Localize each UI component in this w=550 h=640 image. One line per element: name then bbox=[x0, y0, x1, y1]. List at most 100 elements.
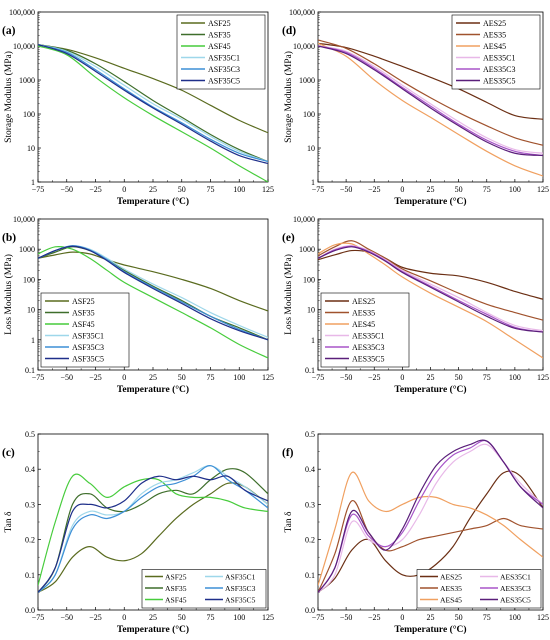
series-line bbox=[318, 246, 543, 333]
legend-label: AES35C3 bbox=[483, 65, 515, 74]
y-tick-label: 1000 bbox=[19, 76, 35, 85]
y-tick-label: 0.1 bbox=[305, 571, 315, 580]
x-axis-label: Temperature (°C) bbox=[117, 624, 189, 635]
legend-label: AES35C5 bbox=[352, 355, 384, 364]
series-line bbox=[318, 471, 543, 586]
series-line bbox=[38, 468, 268, 593]
series-line bbox=[318, 245, 543, 333]
x-tick-label: 75 bbox=[207, 373, 215, 382]
series-line bbox=[38, 44, 268, 163]
legend-label: AES35C1 bbox=[352, 332, 384, 341]
x-tick-label: 100 bbox=[509, 373, 521, 382]
legend-box bbox=[176, 14, 266, 90]
series-group bbox=[38, 245, 268, 359]
y-tick-label: 0.4 bbox=[305, 465, 315, 474]
x-axis-label: Temperature (°C) bbox=[394, 624, 466, 635]
series-line bbox=[38, 482, 268, 593]
legend-label: ASF35C5 bbox=[208, 77, 240, 86]
chart-panel: −75 −50 −25 0 25 50 75 100 125 0.0 0.1 0.2 0.3 0.4 0.5… bbox=[282, 430, 549, 635]
y-tick-label: 0.5 bbox=[305, 430, 315, 439]
x-tick-label: −25 bbox=[368, 613, 381, 622]
x-tick-label: −25 bbox=[89, 613, 102, 622]
legend-label: AES45 bbox=[483, 42, 506, 51]
series-group bbox=[318, 240, 543, 359]
legend-label: AES35 bbox=[440, 584, 462, 593]
chart-panel: −75 −50 −25 0 25 50 75 100 125 1 10 100 1000 10,000 10… bbox=[282, 8, 549, 207]
legend-label: AES25 bbox=[483, 19, 506, 28]
x-tick-label: 50 bbox=[178, 373, 186, 382]
y-tick-label: 0.3 bbox=[25, 500, 35, 509]
x-tick-label: −50 bbox=[60, 613, 73, 622]
x-tick-label: 75 bbox=[483, 613, 491, 622]
chart-panel: −75 −50 −25 0 25 50 75 100 125 0.1 1 10 100 1000 10,00… bbox=[2, 215, 274, 395]
legend-box bbox=[320, 292, 410, 368]
y-axis-label: Tan δ bbox=[284, 511, 294, 532]
y-tick-label: 100,000 bbox=[9, 8, 35, 17]
y-tick-label: 1 bbox=[311, 178, 315, 187]
series-line bbox=[38, 245, 268, 359]
series-line bbox=[318, 45, 543, 157]
legend-label: ASF35C1 bbox=[208, 54, 240, 63]
x-tick-label: −75 bbox=[32, 613, 45, 622]
chart-panel: −75 −50 −25 0 25 50 75 100 125 1 10 100 1000 10,000 10… bbox=[2, 8, 274, 207]
series-line bbox=[38, 475, 268, 593]
x-tick-label: 50 bbox=[178, 185, 186, 194]
series-group bbox=[38, 43, 268, 182]
y-tick-label: 1 bbox=[31, 336, 35, 345]
x-tick-label: 0 bbox=[122, 373, 126, 382]
legend-label: AES45 bbox=[440, 596, 462, 605]
x-tick-label: −50 bbox=[340, 373, 353, 382]
legend-label: ASF35 bbox=[208, 31, 231, 40]
x-axis-label: Temperature (°C) bbox=[394, 196, 466, 207]
y-tick-label: 10 bbox=[27, 144, 35, 153]
chart-panel: −75 −50 −25 0 25 50 75 100 125 0.1 1 10 100 1000 10,00… bbox=[282, 215, 549, 395]
x-tick-label: −25 bbox=[89, 185, 102, 194]
legend-label: AES25 bbox=[440, 573, 462, 582]
y-tick-label: 0.3 bbox=[305, 500, 315, 509]
series-line bbox=[38, 465, 268, 593]
legend-box bbox=[40, 292, 130, 368]
x-tick-label: −75 bbox=[32, 373, 45, 382]
x-tick-label: 0 bbox=[122, 185, 126, 194]
x-tick-label: 50 bbox=[178, 613, 186, 622]
panel-label: (f) bbox=[282, 447, 294, 459]
series-line bbox=[318, 249, 543, 300]
legend-label: ASF35C1 bbox=[72, 332, 104, 341]
y-tick-label: 1 bbox=[31, 178, 35, 187]
series-line bbox=[38, 465, 268, 593]
x-tick-label: 25 bbox=[149, 185, 157, 194]
x-tick-label: −75 bbox=[312, 373, 325, 382]
y-tick-label: 1000 bbox=[299, 245, 315, 254]
panel-label: (c) bbox=[2, 447, 15, 459]
y-tick-label: 1 bbox=[311, 336, 315, 345]
y-tick-label: 10 bbox=[307, 144, 315, 153]
legend-label: ASF35C3 bbox=[72, 343, 104, 352]
x-tick-label: −50 bbox=[340, 613, 353, 622]
legend-label: AES35C3 bbox=[500, 584, 531, 593]
y-tick-label: 0.2 bbox=[305, 536, 315, 545]
x-axis-label: Temperature (°C) bbox=[117, 384, 189, 395]
series-line bbox=[38, 44, 268, 163]
legend-label: AES35 bbox=[352, 309, 375, 318]
y-tick-label: 0.2 bbox=[25, 536, 35, 545]
x-tick-label: 0 bbox=[400, 613, 404, 622]
x-tick-label: 75 bbox=[483, 373, 491, 382]
y-tick-label: 100,000 bbox=[289, 8, 315, 17]
panel-label: (d) bbox=[282, 25, 296, 37]
legend-label: ASF35 bbox=[165, 584, 187, 593]
legend-label: ASF45 bbox=[208, 42, 231, 51]
x-tick-label: 75 bbox=[207, 613, 215, 622]
series-line bbox=[318, 42, 543, 177]
y-tick-label: 100 bbox=[23, 275, 35, 284]
x-tick-label: −25 bbox=[368, 185, 381, 194]
y-tick-label: 10,000 bbox=[293, 215, 315, 224]
series-line bbox=[318, 245, 543, 332]
x-tick-label: 25 bbox=[427, 613, 435, 622]
x-tick-label: −50 bbox=[60, 185, 73, 194]
legend-label: AES35C5 bbox=[500, 596, 531, 605]
y-tick-label: 100 bbox=[303, 275, 315, 284]
series-line bbox=[38, 44, 268, 163]
x-tick-label: 100 bbox=[509, 185, 521, 194]
x-tick-label: 100 bbox=[233, 185, 245, 194]
